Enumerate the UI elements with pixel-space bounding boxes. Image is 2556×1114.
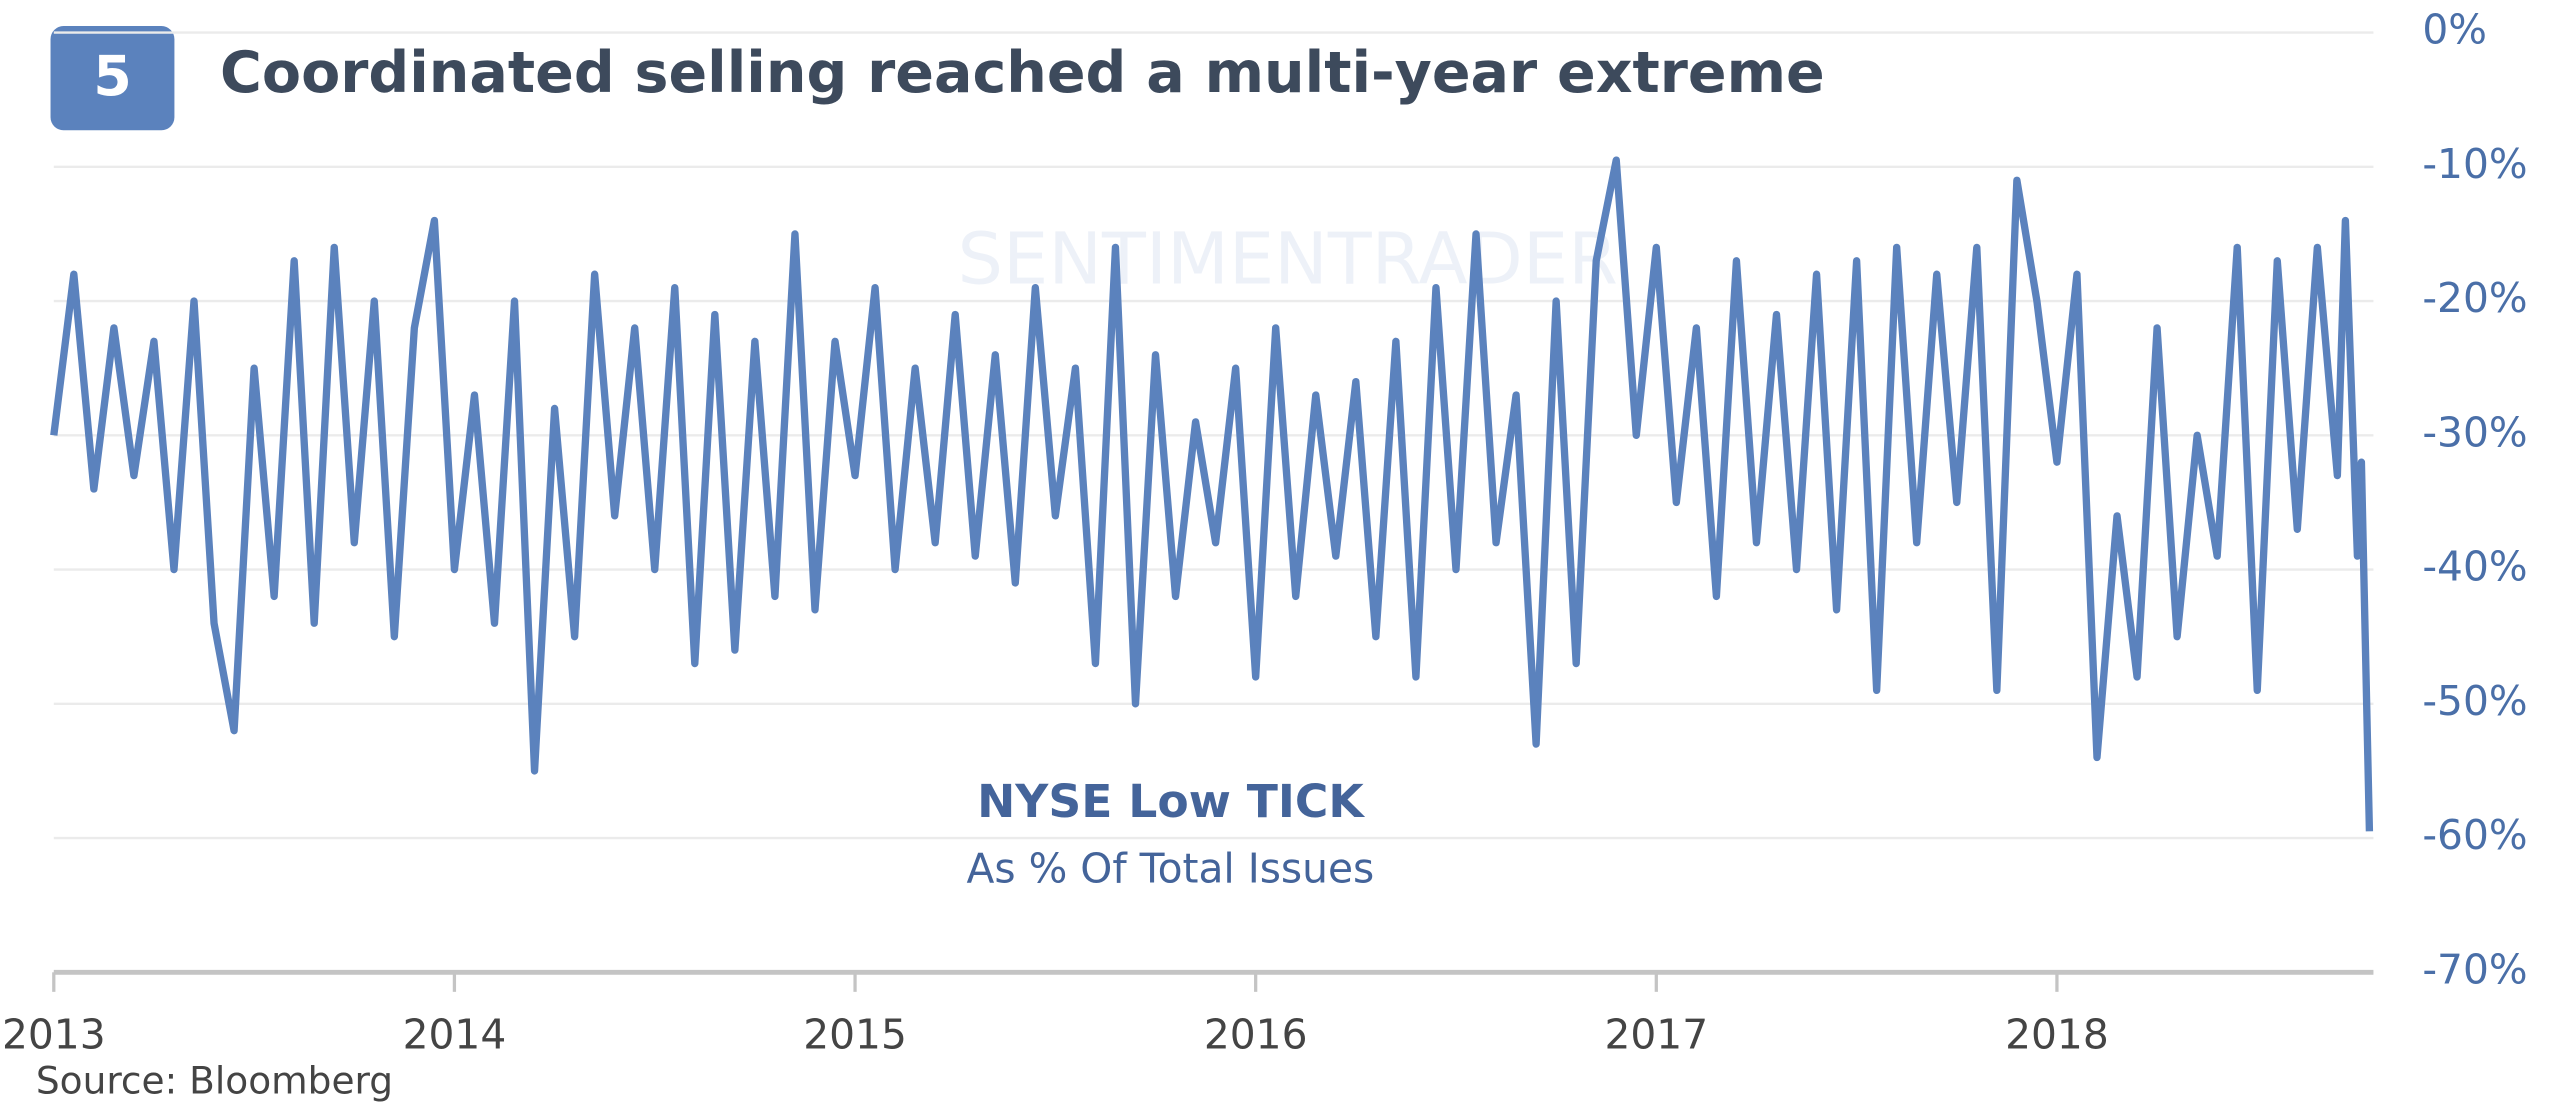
x-tick-label: 2018 <box>2005 1010 2109 1058</box>
y-tick-label: -50% <box>2422 677 2527 725</box>
y-tick-label: 0% <box>2422 6 2487 54</box>
annotation-title: NYSE Low TICK <box>977 775 1365 828</box>
data-line <box>50 156 2374 832</box>
annotation-subtitle: As % Of Total Issues <box>967 844 1375 892</box>
y-tick-label: -10% <box>2422 140 2527 188</box>
x-tick-label: 2016 <box>1204 1010 1308 1058</box>
x-tick-label: 2017 <box>1604 1010 1708 1058</box>
y-tick-label: -40% <box>2422 543 2527 591</box>
x-tick-label: 2015 <box>803 1010 907 1058</box>
y-tick-label: -60% <box>2422 811 2527 859</box>
badge: 5 <box>93 45 132 109</box>
chart-title: Coordinated selling reached a multi-year… <box>220 40 1825 106</box>
y-tick-label: -30% <box>2422 408 2527 456</box>
y-tick-label: -70% <box>2422 945 2527 993</box>
x-tick-label: 2013 <box>2 1010 106 1058</box>
badge-box <box>50 26 175 131</box>
watermark: SENTIMENTRADER <box>958 216 1618 300</box>
source: Source: Bloomberg <box>36 1059 393 1103</box>
x-tick-label: 2014 <box>403 1010 507 1058</box>
y-tick-label: -20% <box>2422 274 2527 322</box>
